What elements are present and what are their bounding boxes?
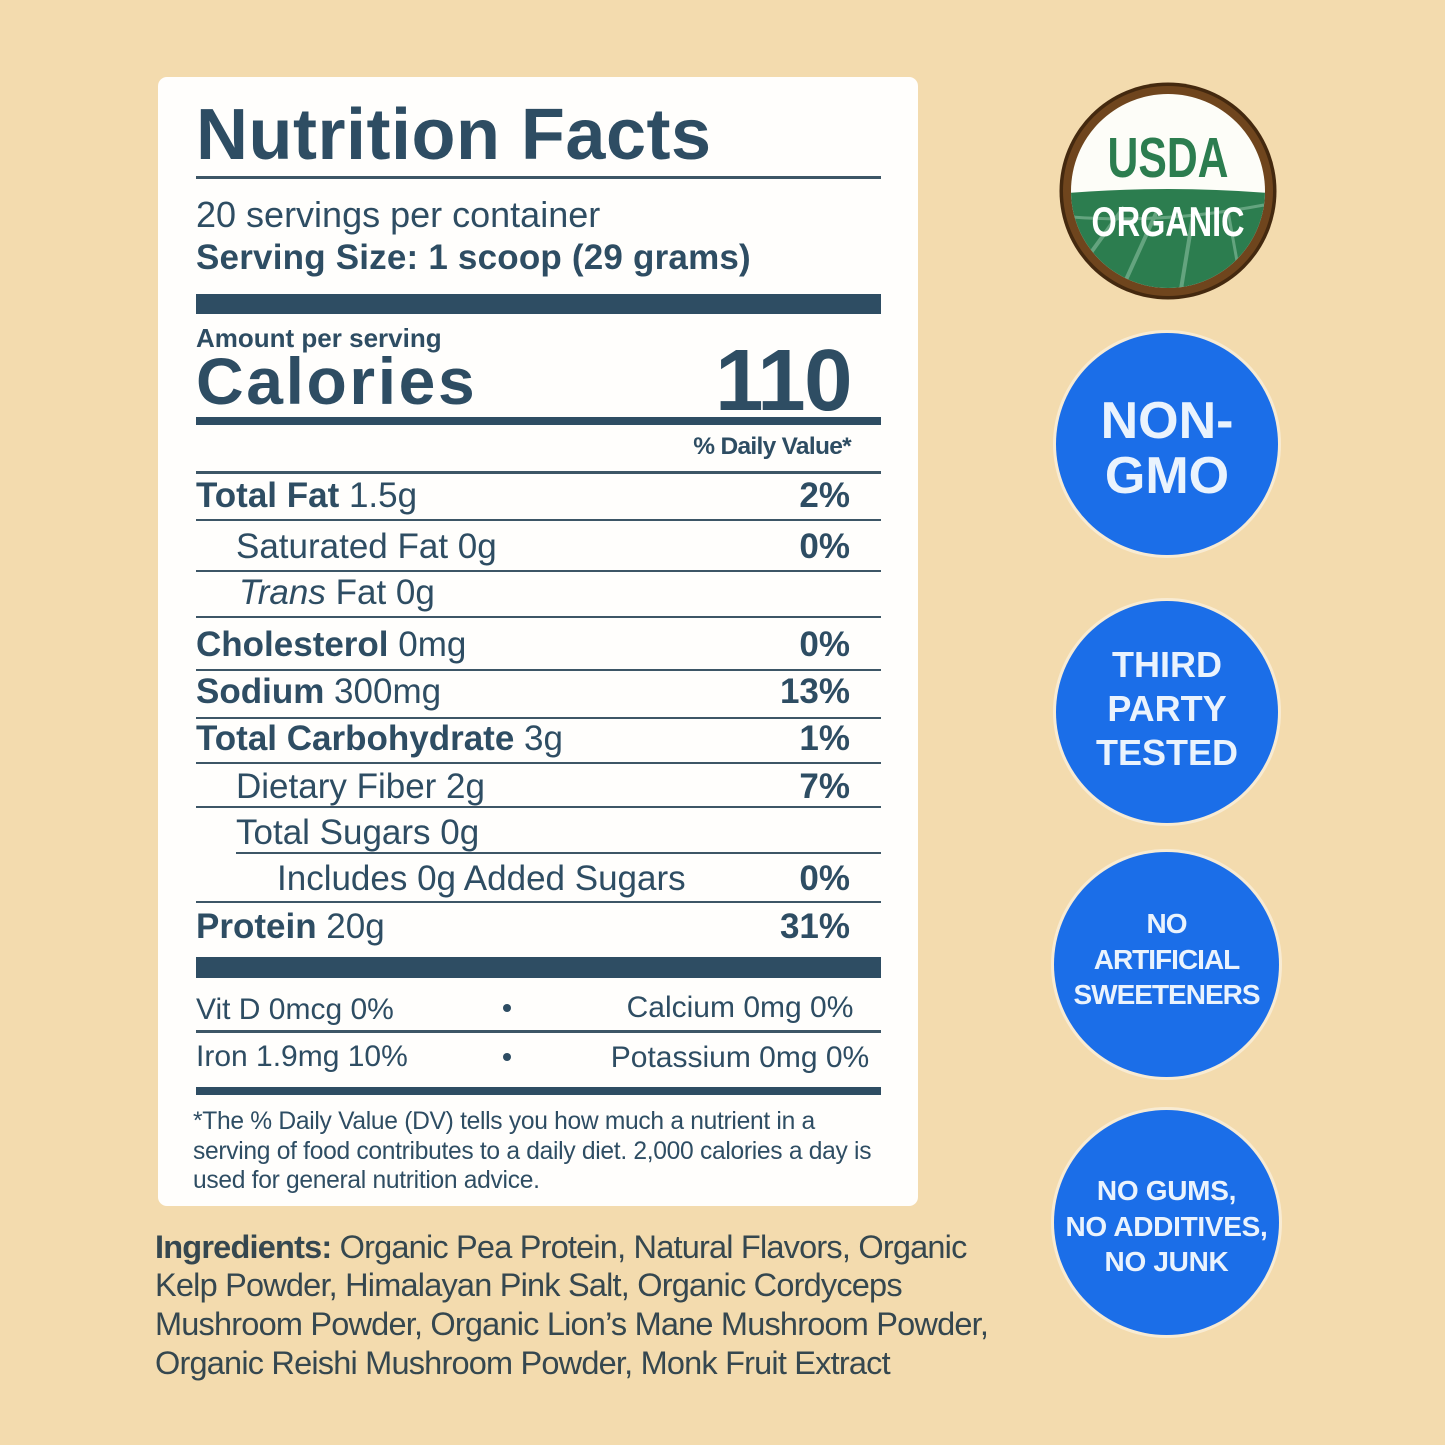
svg-text:USDA: USDA	[1108, 126, 1229, 190]
svg-text:ORGANIC: ORGANIC	[1092, 198, 1245, 245]
